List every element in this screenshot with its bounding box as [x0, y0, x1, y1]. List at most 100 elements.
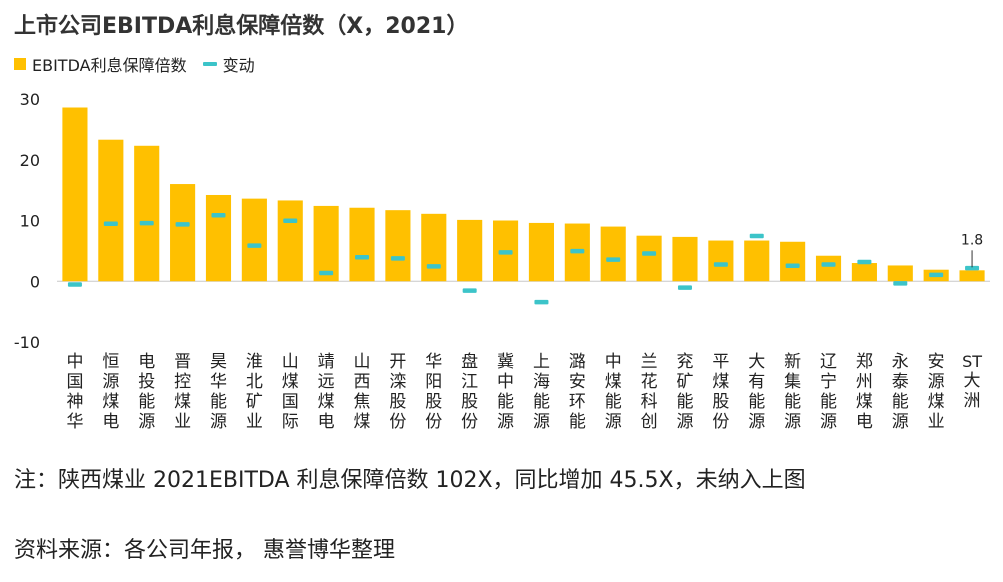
change-marker [355, 254, 370, 260]
category-label-char: 安 [928, 352, 945, 372]
category-label-char: 能 [784, 392, 801, 412]
category-label-char: 股 [425, 392, 442, 412]
bar [672, 236, 698, 282]
category-label-char: 煤 [354, 412, 371, 432]
bar [421, 213, 447, 282]
category-label-char: 能 [605, 392, 622, 412]
category-label-char: 兖 [676, 352, 693, 372]
data-label: 1.8 [961, 232, 983, 248]
category-label-char: 国 [66, 372, 83, 392]
bar [959, 270, 985, 282]
category-label-char: 兰 [641, 352, 658, 372]
category-label-char: 电 [318, 412, 335, 432]
category-label-char: 能 [676, 392, 693, 412]
category-label-char: 煤 [605, 372, 622, 392]
bar [385, 210, 411, 282]
bar [815, 255, 842, 282]
category-label-char: 煤 [282, 372, 299, 392]
category-label-char: 新 [784, 352, 801, 372]
category-label-char: 山 [354, 352, 371, 372]
category-label-char: 江 [461, 372, 478, 392]
change-marker [390, 256, 405, 261]
category-label-char: 安 [569, 372, 586, 392]
category-label-char: 中 [497, 372, 514, 392]
change-marker [462, 288, 477, 293]
category-label-char: 冀 [497, 352, 514, 372]
category-label-char: 滦 [389, 372, 406, 392]
change-marker [211, 213, 226, 218]
change-marker [965, 265, 980, 271]
bar [744, 240, 770, 282]
bar [349, 207, 375, 282]
legend-item-bar: EBITDA利息保障倍数 [14, 52, 187, 76]
category-label-char: 开 [389, 352, 406, 372]
category-label-char: 煤 [318, 392, 335, 412]
category-label-char: 煤 [102, 392, 119, 412]
category-label-char: 州 [856, 372, 873, 392]
category-label-char: 阳 [425, 372, 442, 392]
category-label-char: 海 [533, 372, 550, 392]
change-marker [749, 233, 764, 239]
category-label-char: 华 [425, 352, 442, 372]
bar [851, 263, 877, 282]
category-label-char: 神 [66, 392, 83, 412]
category-label-char: 北 [246, 372, 263, 392]
legend-item-change: 变动 [202, 52, 255, 76]
category-label-char: 盘 [461, 352, 478, 372]
legend-change-label: 变动 [222, 56, 255, 75]
legend-bar-label: EBITDA利息保障倍数 [32, 56, 187, 75]
change-marker [139, 220, 154, 226]
bar [708, 240, 734, 282]
category-label-char: 源 [748, 412, 765, 432]
category-label-char: 煤 [928, 392, 945, 412]
category-label-char: 中 [605, 352, 622, 372]
category-label-char: 国 [282, 392, 299, 412]
change-marker [534, 299, 549, 305]
category-label-char: 能 [748, 392, 765, 412]
category-label-char: 晋 [174, 352, 191, 372]
category-label-char: 平 [712, 352, 729, 372]
change-marker [498, 250, 513, 255]
category-label: ST [962, 352, 982, 371]
bar [528, 222, 555, 282]
category-label-char: 份 [461, 412, 478, 432]
category-label-char: 能 [569, 412, 586, 432]
category-label-char: 华 [66, 412, 83, 432]
chart-title: 上市公司EBITDA利息保障倍数（X，2021） [14, 14, 469, 39]
category-label-char: 泰 [892, 372, 909, 392]
category-label-char: 洲 [964, 391, 981, 411]
category-label-char: 焦 [354, 392, 371, 412]
category-label-char: 份 [389, 412, 406, 432]
category-label-char: 大 [964, 371, 981, 391]
bar [62, 107, 88, 282]
category-label-char: 电 [856, 412, 873, 432]
change-marker [929, 272, 944, 278]
category-label-char: 上 [533, 352, 550, 372]
change-marker [857, 259, 872, 265]
category-label-char: 业 [928, 412, 945, 432]
change-marker [426, 264, 441, 269]
y-tick-label: 20 [20, 151, 40, 170]
y-tick-label: 30 [20, 90, 40, 109]
category-label-char: 份 [425, 412, 442, 432]
category-label-char: 能 [497, 392, 514, 412]
category-label-char: 源 [605, 412, 622, 432]
category-label-char: 能 [820, 392, 837, 412]
category-label-char: 能 [138, 392, 155, 412]
bar [457, 219, 483, 282]
category-label-char: 煤 [712, 372, 729, 392]
footnote: 注：陕西煤业 2021EBITDA 利息保障倍数 102X，同比增加 45.5X… [14, 468, 806, 493]
category-label-char: 大 [748, 352, 765, 372]
category-label-char: 靖 [318, 352, 335, 372]
category-label-char: 源 [533, 412, 550, 432]
category-label-char: 源 [892, 412, 909, 432]
bar [887, 265, 913, 282]
change-marker [67, 282, 82, 287]
category-label-char: 电 [102, 412, 119, 432]
category-label-char: 股 [712, 392, 729, 412]
y-tick-label: 10 [20, 212, 40, 231]
legend-bar-swatch [14, 58, 26, 70]
change-marker [606, 257, 621, 262]
category-label-char: 远 [318, 372, 335, 392]
category-label-char: 中 [66, 352, 83, 372]
